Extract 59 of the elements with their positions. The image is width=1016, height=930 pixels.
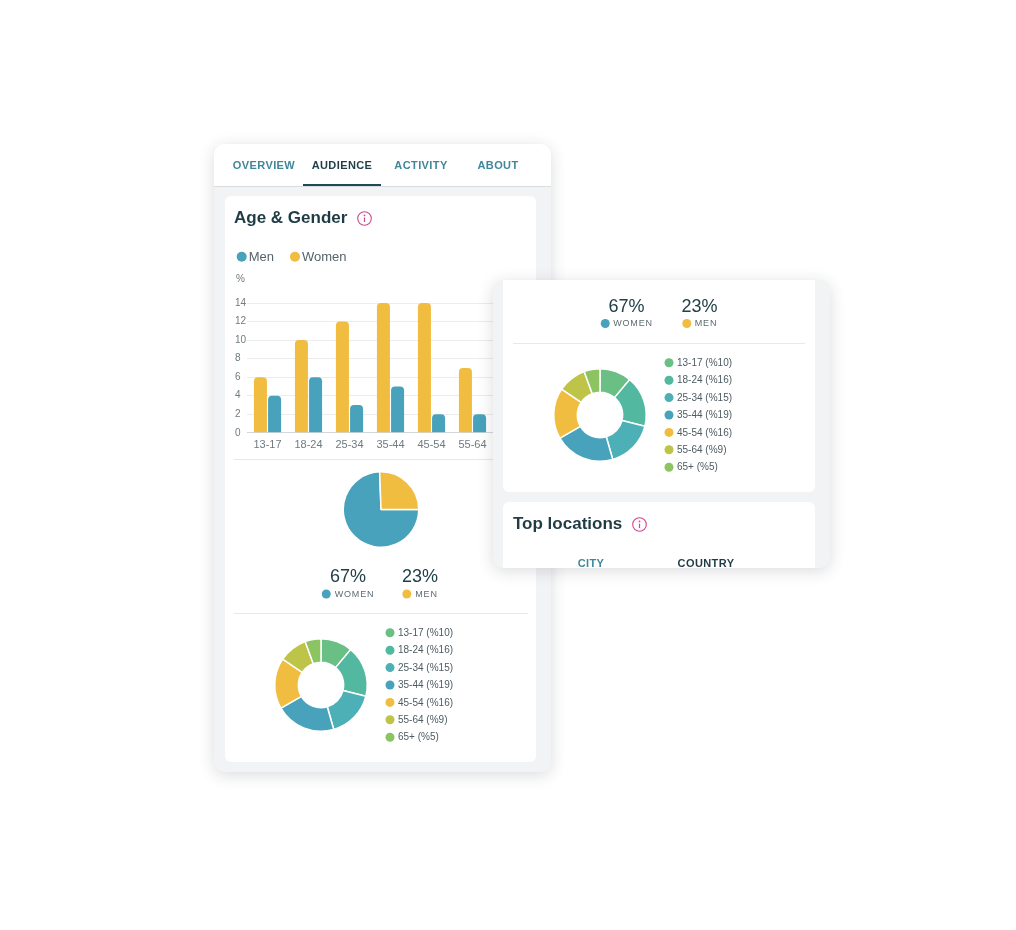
x-tick-label: 25-34 [335, 438, 364, 451]
text: ACTIVITY [394, 159, 448, 172]
x-tick-label: 18-24 [294, 438, 323, 451]
text: OVERVIEW [232, 159, 296, 172]
bar [391, 386, 405, 433]
y-tick-label: 8 [235, 352, 241, 364]
x-tick-label: 35-44 [376, 438, 405, 451]
bar [268, 395, 282, 433]
bar [350, 404, 364, 433]
y-tick-label: 10 [235, 333, 247, 345]
y-axis-title: % [236, 272, 245, 284]
text: COUNTRY [677, 557, 735, 570]
y-tick-label: 4 [235, 389, 241, 401]
x-tick-label: 13-17 [253, 438, 282, 451]
x-tick-label: 55-64 [458, 438, 487, 451]
legend-label: 65+ (%5) [398, 731, 439, 743]
legend-label: 18-24 (%16) [677, 374, 733, 386]
legend-label: WOMEN [334, 588, 375, 599]
y-tick-label: 6 [235, 370, 241, 382]
legend-label: 13-17 (%10) [677, 357, 733, 369]
y-tick-label: 12 [235, 315, 247, 327]
chart-title: Age & Gender [234, 208, 348, 228]
bar [473, 414, 487, 433]
legend-label: 35-44 (%19) [677, 409, 733, 421]
legend-label: 45-54 (%16) [677, 426, 733, 438]
legend-label: Women [301, 248, 347, 264]
text: ABOUT [477, 159, 519, 172]
legend-label: 25-34 (%15) [398, 661, 454, 673]
data-label: 67% [329, 565, 367, 586]
text: Top locations [513, 514, 623, 534]
legend-label: 18-24 (%16) [398, 644, 454, 656]
y-tick-label: 2 [235, 408, 241, 420]
legend-label: Men [248, 248, 274, 264]
data-label: 23% [401, 565, 439, 586]
bar [432, 414, 446, 433]
text: 67% [608, 296, 645, 316]
legend-label: 35-44 (%19) [398, 679, 454, 691]
y-tick-label: 14 [235, 296, 247, 308]
legend-label: MEN [415, 588, 438, 599]
bar [335, 321, 349, 433]
text: CITY [577, 557, 605, 570]
text: 23% [681, 296, 718, 316]
legend-label: 55-64 (%9) [677, 444, 727, 456]
y-tick-label: 0 [235, 426, 241, 438]
bar [417, 303, 431, 433]
legend-label: 55-64 (%9) [398, 714, 448, 726]
bar [309, 377, 323, 433]
legend-label: 45-54 (%16) [398, 696, 454, 708]
legend-label: 25-34 (%15) [677, 391, 733, 403]
text: MEN [694, 318, 718, 329]
text: AUDIENCE [311, 159, 373, 172]
text: WOMEN [613, 318, 653, 329]
bar [294, 340, 308, 433]
bar [253, 377, 267, 433]
x-tick-label: 45-54 [417, 438, 446, 451]
bar [376, 303, 390, 433]
legend-label: 65+ (%5) [677, 461, 718, 473]
legend-label: 13-17 (%10) [398, 627, 454, 639]
bar [458, 367, 472, 433]
